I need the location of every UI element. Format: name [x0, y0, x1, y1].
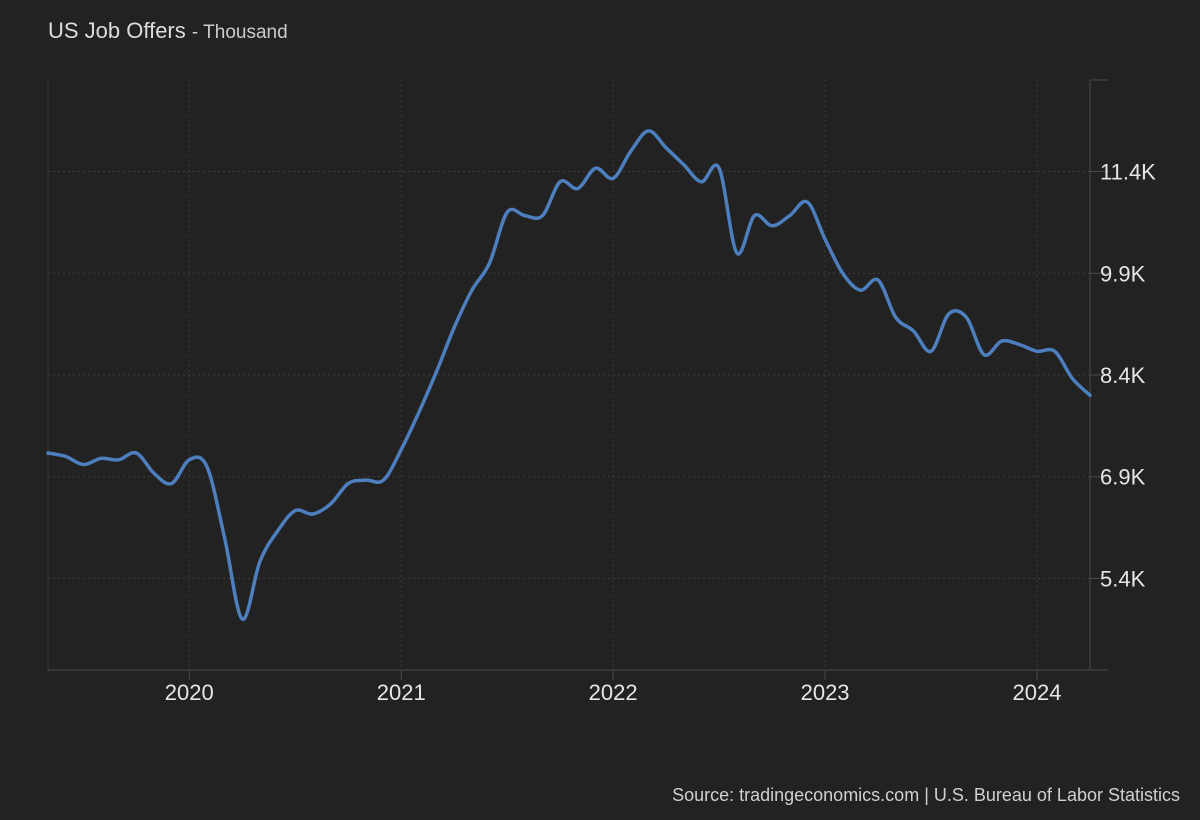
data-point: [505, 210, 509, 214]
data-point: [417, 410, 421, 414]
data-point: [382, 478, 386, 482]
chart-title: US Job Offers - Thousand: [48, 18, 288, 44]
data-point: [99, 456, 103, 460]
data-point: [717, 166, 721, 170]
data-point: [858, 288, 862, 292]
data-point: [594, 166, 598, 170]
source-credit: Source: tradingeconomics.com | U.S. Bure…: [672, 785, 1180, 805]
data-point: [81, 463, 85, 467]
data-point: [1088, 393, 1092, 397]
data-point: [929, 349, 933, 353]
data-point: [523, 214, 527, 218]
chart-subtitle-text: Thousand: [203, 22, 288, 43]
axes: [47, 79, 1108, 680]
data-point: [329, 502, 333, 506]
data-point: [46, 451, 50, 455]
data-point: [346, 482, 350, 486]
data-point: [399, 448, 403, 452]
x-tick-label: 2023: [801, 680, 850, 705]
data-point: [364, 478, 368, 482]
data-point: [541, 214, 545, 218]
data-point: [682, 163, 686, 167]
data-point: [470, 288, 474, 292]
data-point: [170, 482, 174, 486]
y-tick-label: 8.4K: [1100, 363, 1146, 388]
x-tick-label: 2022: [589, 680, 638, 705]
data-point: [64, 454, 68, 458]
data-point: [488, 261, 492, 265]
data-point: [435, 370, 439, 374]
data-point: [134, 451, 138, 455]
x-tick-label: 2021: [377, 680, 426, 705]
data-point: [311, 512, 315, 516]
data-point: [187, 458, 191, 462]
x-tick-label: 2020: [165, 680, 214, 705]
data-point: [788, 214, 792, 218]
data-point: [205, 465, 209, 469]
data-point: [1035, 349, 1039, 353]
data-point: [152, 471, 156, 475]
data-point: [947, 312, 951, 316]
grid-lines: [48, 80, 1090, 670]
data-point: [452, 326, 456, 330]
y-tick-labels: 5.4K 6.9K 8.4K 9.9K 11.4K: [1100, 160, 1156, 592]
data-point: [117, 458, 121, 462]
data-point: [1017, 343, 1021, 347]
data-point: [629, 149, 633, 153]
data-point: [1070, 376, 1074, 380]
data-point: [576, 187, 580, 191]
data-point: [664, 146, 668, 150]
data-point: [735, 251, 739, 255]
series-line-job-offers: [46, 129, 1092, 621]
data-point: [223, 536, 227, 540]
data-point: [911, 329, 915, 333]
y-tick-label: 6.9K: [1100, 465, 1146, 490]
data-point: [647, 129, 651, 133]
x-tick-labels: 2020 2021 2022 2023 2024: [165, 680, 1062, 705]
series-layer: [46, 129, 1092, 621]
data-point: [1053, 349, 1057, 353]
y-tick-label: 9.9K: [1100, 261, 1146, 286]
x-tick-label: 2024: [1013, 680, 1062, 705]
data-point: [558, 180, 562, 184]
data-point: [258, 560, 262, 564]
data-point: [823, 237, 827, 241]
data-point: [752, 214, 756, 218]
y-tick-label: 5.4K: [1100, 566, 1146, 591]
data-point: [894, 315, 898, 319]
y-tick-label: 11.4K: [1100, 160, 1156, 185]
data-point: [982, 353, 986, 357]
data-point: [240, 617, 244, 621]
chart-title-text: US Job Offers: [48, 18, 186, 43]
data-point: [293, 509, 297, 513]
data-point: [700, 180, 704, 184]
data-point: [805, 200, 809, 204]
chart-subtitle: - Thousand: [191, 22, 288, 43]
data-point: [841, 271, 845, 275]
data-point: [1000, 339, 1004, 343]
data-point: [276, 529, 280, 533]
data-point: [964, 315, 968, 319]
data-point: [770, 224, 774, 228]
data-point: [611, 176, 615, 180]
data-point: [876, 278, 880, 282]
